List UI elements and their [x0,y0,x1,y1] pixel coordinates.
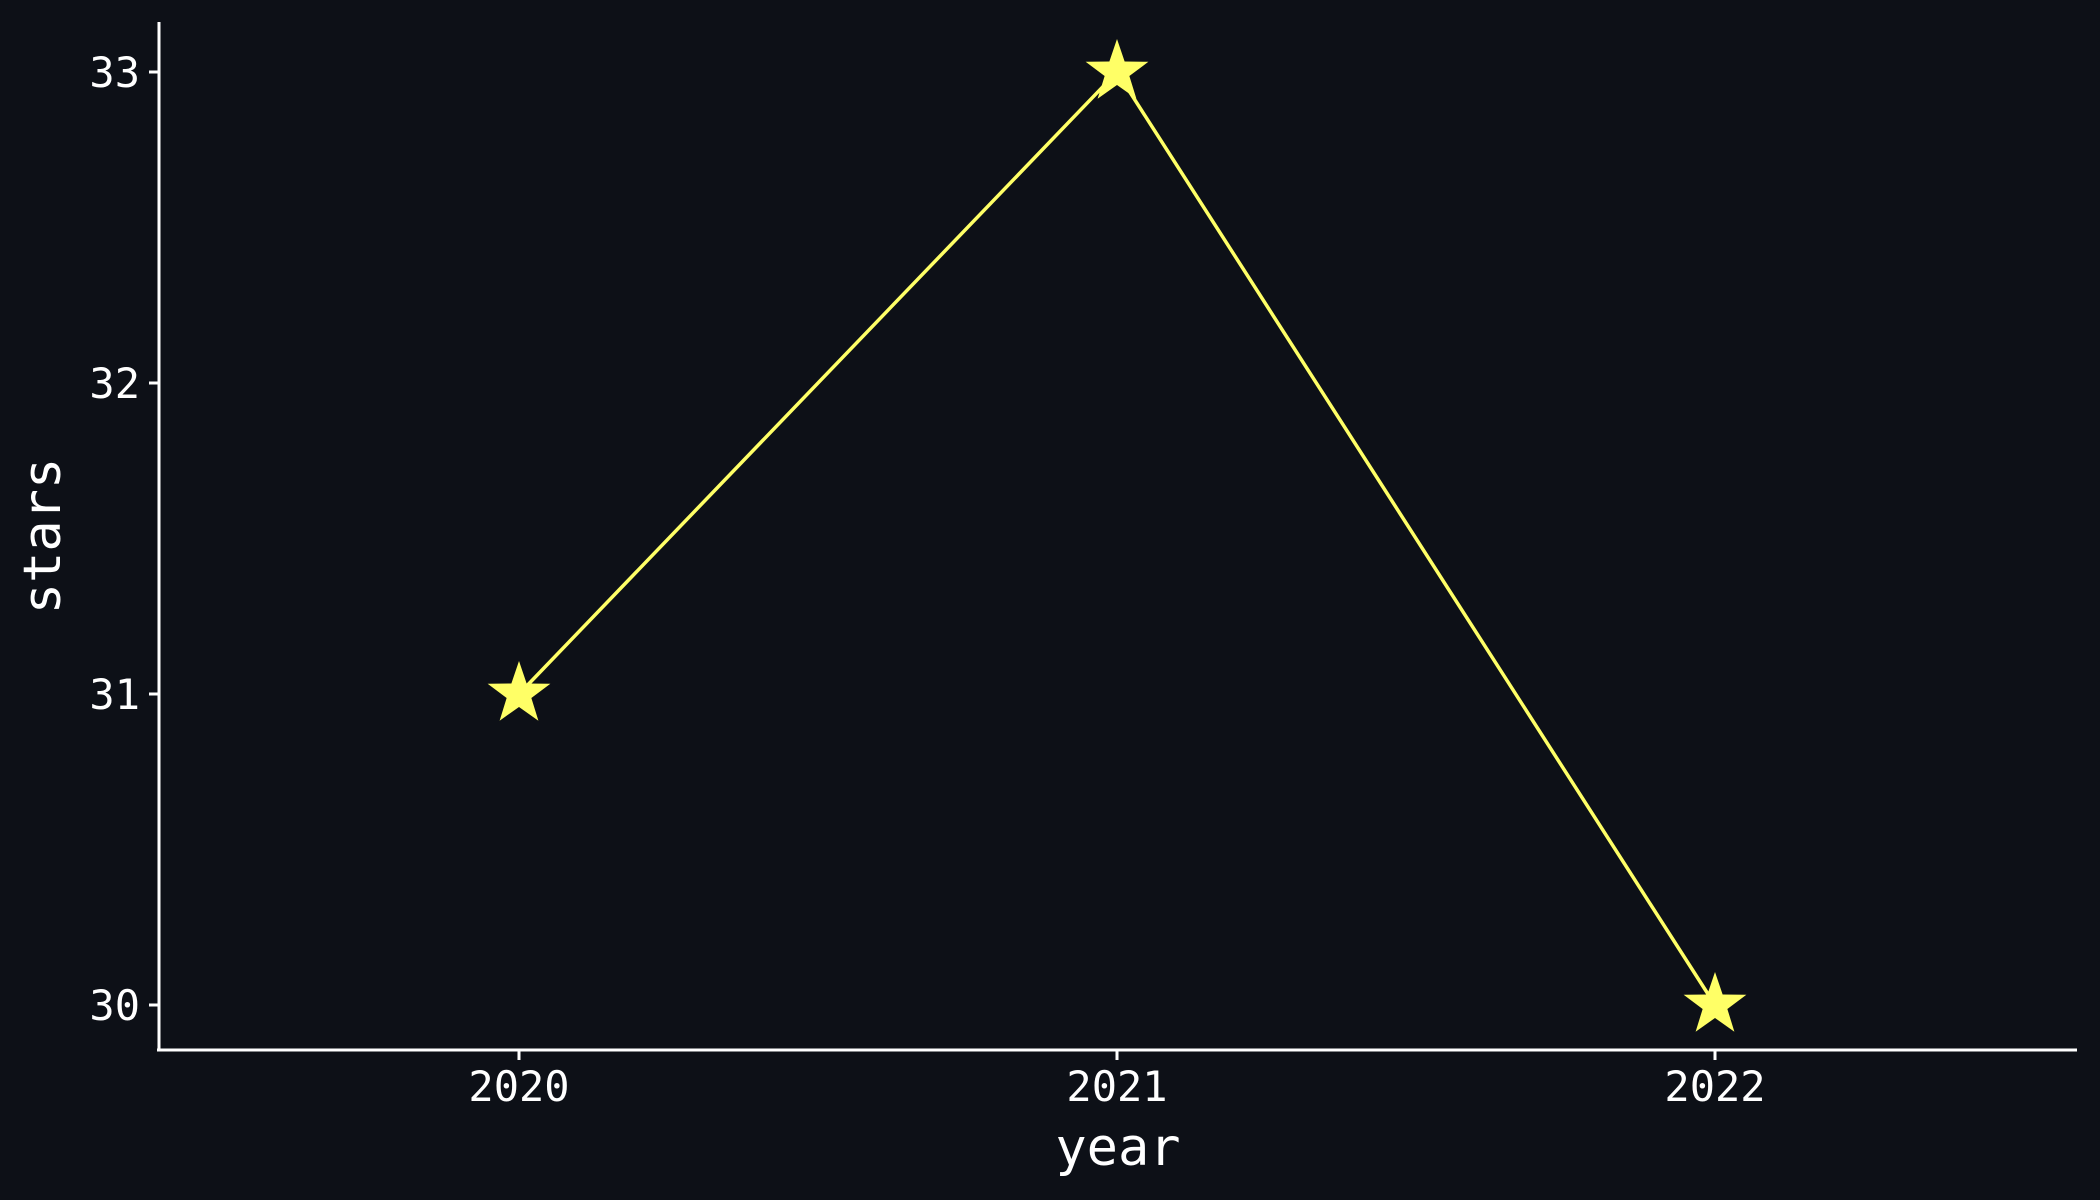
x-tick-label: 2022 [1664,1062,1765,1111]
x-axis-title: year [1055,1118,1180,1178]
y-tick-label: 30 [89,981,140,1030]
star-marker [487,661,551,721]
y-tick-label: 31 [89,670,140,719]
x-tick-label: 2021 [1066,1062,1167,1111]
x-tick-label: 2020 [468,1062,569,1111]
series-line [517,69,1717,1006]
x-ticks: 2020 2021 2022 [468,1050,1766,1111]
star-marker [1085,39,1149,99]
y-tick-label: 33 [89,48,140,97]
y-tick-label: 32 [89,359,140,408]
y-ticks: 30 31 32 33 [89,48,159,1030]
y-axis-title: stars [13,458,73,615]
star-marker [1683,972,1747,1032]
plot-area [487,39,1747,1032]
